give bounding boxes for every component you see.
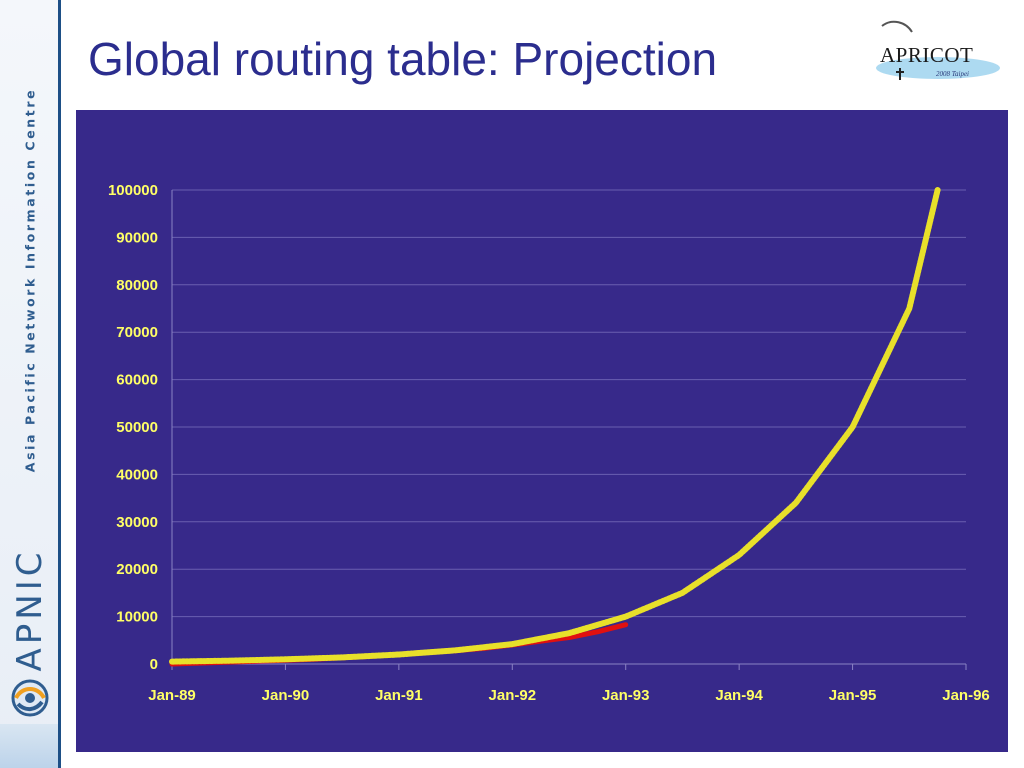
x-tick-label: Jan-92 bbox=[489, 687, 537, 704]
apricot-logo-name: APRICOT bbox=[880, 43, 973, 67]
data-point-projection bbox=[566, 630, 572, 636]
data-point-projection bbox=[509, 641, 515, 647]
y-tick-label: 20000 bbox=[116, 561, 158, 578]
x-tick-label: Jan-93 bbox=[602, 687, 650, 704]
x-tick-label: Jan-96 bbox=[942, 687, 990, 704]
chart-panel: 0 10000 20000 30000 40000 50000 60000 70000 8000… bbox=[76, 110, 1008, 752]
y-tick-label: 70000 bbox=[116, 324, 158, 341]
data-point-projection bbox=[452, 647, 459, 653]
data-point-projection bbox=[282, 656, 289, 662]
series-line-projection bbox=[169, 187, 941, 665]
data-point-projection bbox=[396, 651, 402, 658]
data-point-projection bbox=[623, 614, 629, 620]
x-tick-label: Jan-94 bbox=[715, 687, 763, 704]
y-tick-label: 0 bbox=[150, 656, 158, 673]
data-point-projection bbox=[679, 590, 686, 596]
data-point-projection bbox=[849, 424, 856, 430]
y-tick-label: 40000 bbox=[116, 466, 158, 483]
y-tick-label: 60000 bbox=[116, 372, 158, 389]
sidebar-divider bbox=[58, 0, 61, 768]
apricot-logo-tagline: 2008 Taipei bbox=[936, 70, 969, 78]
data-point-actual bbox=[595, 629, 600, 634]
x-tick-label: Jan-90 bbox=[262, 687, 310, 704]
y-tick-label: 30000 bbox=[116, 514, 158, 531]
data-point-projection bbox=[339, 654, 345, 660]
apnic-emblem-icon bbox=[11, 679, 49, 717]
slide-title: Global routing table: Projection bbox=[88, 33, 718, 85]
data-point-projection bbox=[906, 305, 912, 312]
y-tick-label: 80000 bbox=[116, 277, 158, 294]
y-tick-label: 50000 bbox=[116, 419, 158, 436]
apricot-logo: APRICOT 2008 Taipei bbox=[876, 20, 1000, 80]
routing-table-chart: 0 10000 20000 30000 40000 50000 60000 70000 8000… bbox=[108, 182, 990, 704]
data-point-projection bbox=[169, 659, 175, 665]
y-tick-label: 100000 bbox=[108, 182, 158, 199]
y-tick-label: 10000 bbox=[116, 609, 158, 626]
apricot-logo-mark-icon bbox=[896, 68, 904, 80]
x-tick-label: Jan-91 bbox=[375, 687, 423, 704]
x-tick-label: Jan-95 bbox=[829, 687, 877, 704]
data-point-projection bbox=[793, 500, 799, 506]
sidebar: Asia Pacific Network Information Centre … bbox=[0, 0, 60, 768]
y-tick-label: 90000 bbox=[116, 229, 158, 246]
sidebar-footer-shade bbox=[0, 724, 58, 768]
data-point-projection bbox=[736, 552, 742, 558]
x-tick-label: Jan-89 bbox=[148, 687, 196, 704]
data-point-actual bbox=[623, 622, 628, 627]
data-point-projection bbox=[935, 187, 941, 193]
data-point-projection bbox=[226, 658, 232, 664]
